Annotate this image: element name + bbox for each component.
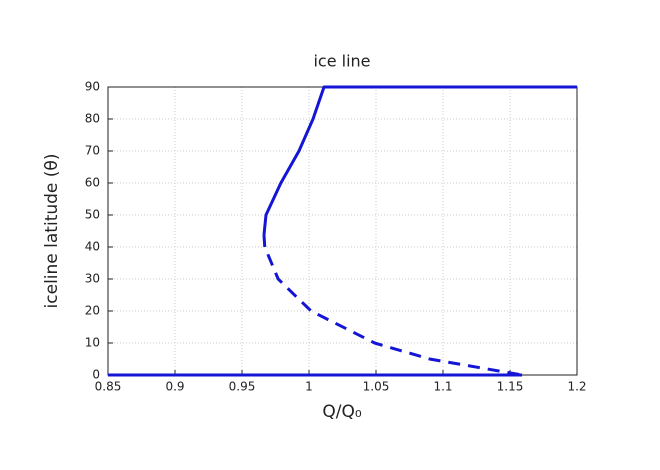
y-tick-label: 80	[85, 112, 100, 126]
x-axis-label: Q/Q₀	[322, 402, 361, 422]
y-axis-label: iceline latitude (θ)	[42, 154, 62, 309]
y-tick-label: 30	[85, 272, 100, 286]
x-tick-label: 0.85	[95, 380, 122, 394]
y-tick-label: 90	[85, 80, 100, 94]
x-tick-label: 1.1	[433, 380, 452, 394]
y-tick-label: 20	[85, 304, 100, 318]
x-tick-label: 0.95	[229, 380, 256, 394]
y-tick-label: 70	[85, 144, 100, 158]
line-series	[262, 85, 577, 236]
line-series	[262, 234, 523, 377]
y-tick-label: 60	[85, 176, 100, 190]
x-tick-label: 1.15	[497, 380, 524, 394]
x-tick-label: 0.9	[165, 380, 184, 394]
y-tick-label: 0	[92, 368, 100, 382]
x-tick-label: 1.2	[567, 380, 586, 394]
y-tick-label: 40	[85, 240, 100, 254]
x-tick-label: 1	[305, 380, 313, 394]
y-tick-label: 10	[85, 336, 100, 350]
plot-frame	[107, 86, 578, 376]
chart-title: ice line	[313, 52, 370, 71]
y-tick-label: 50	[85, 208, 100, 222]
x-tick-label: 1.05	[363, 380, 390, 394]
